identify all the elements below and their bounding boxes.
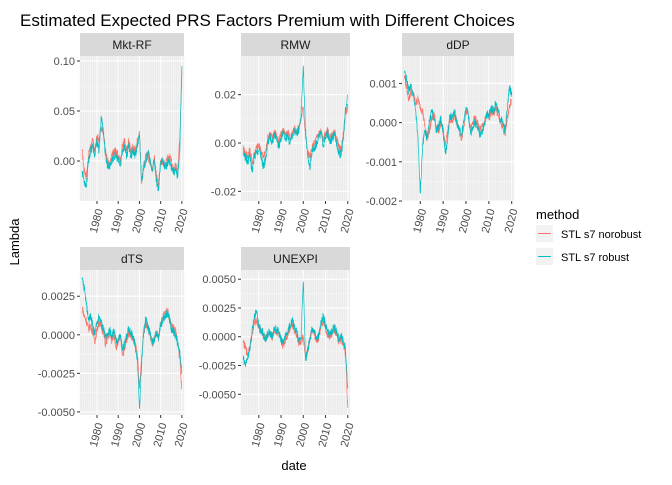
x-tick-label: 2020 <box>173 422 191 449</box>
chart-title: Estimated Expected PRS Factors Premium w… <box>20 11 515 30</box>
x-tick-label: 1990 <box>109 422 127 449</box>
facet-panel: dDP -0.002 -0.001 0.000 0.001 1980 1990 2000 201… <box>366 33 521 234</box>
x-tick-label: 2010 <box>152 422 170 449</box>
y-tick-label: -0.001 <box>366 157 397 169</box>
x-tick-label: 1980 <box>88 422 106 449</box>
y-tick-label: 0.0000 <box>41 330 75 342</box>
series-line-robust <box>81 277 183 409</box>
x-tick-label: 2010 <box>317 422 335 449</box>
y-tick-label: -0.0050 <box>199 389 236 401</box>
y-tick-label: 0.0025 <box>41 291 75 303</box>
y-axis-label: Lambda <box>7 218 22 266</box>
legend-entries: STL s7 norobust STL s7 robust <box>536 225 641 265</box>
x-tick-label: 2020 <box>339 422 357 449</box>
y-tick-label: 0.00 <box>215 138 236 150</box>
x-tick-label: 2000 <box>294 422 312 449</box>
y-tick-label: 0.05 <box>54 106 75 118</box>
legend-label: STL s7 robust <box>561 252 629 264</box>
x-tick-label: 2010 <box>152 208 170 235</box>
x-tick-label: 1990 <box>109 208 127 235</box>
y-tick-label: -0.02 <box>211 186 236 198</box>
facet-panel: Mkt-RF 0.00 0.05 0.10 1980 1990 2000 2010 2020 <box>54 33 191 234</box>
legend: method STL s7 norobust STL s7 robust <box>536 207 641 265</box>
y-tick-label: 0.00 <box>54 156 75 168</box>
series-line-robust <box>81 65 183 192</box>
y-tick-label: 0.0000 <box>202 332 236 344</box>
y-tick-label: 0.10 <box>54 56 75 68</box>
x-tick-label: 2020 <box>173 208 191 235</box>
y-tick-label: 0.0050 <box>202 274 236 286</box>
facet-strip-label: dDP <box>446 38 469 52</box>
x-tick-label: 1980 <box>88 208 106 235</box>
panel-background <box>80 56 184 201</box>
x-tick-label: 1980 <box>411 208 429 235</box>
y-tick-label: -0.0050 <box>38 407 75 419</box>
facet-strip <box>241 247 350 270</box>
panel-background <box>241 270 350 415</box>
y-tick-label: 0.001 <box>369 78 397 90</box>
series-line-robust <box>403 70 513 194</box>
series-line-robust <box>242 65 349 173</box>
facet-strip-label: Mkt-RF <box>112 38 151 52</box>
x-tick-label: 2000 <box>130 208 148 235</box>
x-tick-label: 1980 <box>250 208 268 235</box>
y-tick-label: 0.0025 <box>202 303 236 315</box>
x-tick-label: 2000 <box>130 422 148 449</box>
y-tick-label: -0.002 <box>366 196 397 208</box>
facet-strip <box>80 247 184 270</box>
facet-strip <box>80 33 184 56</box>
facet-strip-label: dTS <box>121 252 143 266</box>
legend-label: STL s7 norobust <box>561 229 641 241</box>
facet-strip <box>402 33 514 56</box>
x-tick-label: 2010 <box>480 208 498 235</box>
legend-title: method <box>536 207 579 222</box>
x-tick-label: 2020 <box>339 208 357 235</box>
facet-strip <box>241 33 350 56</box>
x-tick-label: 1980 <box>250 422 268 449</box>
x-tick-label: 2010 <box>317 208 335 235</box>
y-tick-label: 0.02 <box>215 90 236 102</box>
y-tick-label: -0.0025 <box>38 368 75 380</box>
x-tick-label: 1990 <box>434 208 452 235</box>
facet-panel: UNEXPI -0.0050 -0.0025 0.0000 0.0025 0.0050 19… <box>199 247 357 448</box>
x-tick-label: 1990 <box>272 208 290 235</box>
x-tick-label: 2000 <box>457 208 475 235</box>
facet-panel: dTS -0.0050 -0.0025 0.0000 0.0025 1980 1990 200… <box>38 247 191 448</box>
y-tick-label: -0.0025 <box>199 361 236 373</box>
y-tick-label: 0.000 <box>369 118 397 130</box>
facet-strip-label: UNEXPI <box>273 252 318 266</box>
series-line-robust <box>242 281 349 389</box>
x-tick-label: 2000 <box>294 208 312 235</box>
panel-background <box>80 270 184 415</box>
facet-panel: RMW -0.02 0.00 0.02 1980 1990 2000 2010 2020 <box>211 33 357 234</box>
x-axis-label: date <box>281 458 306 473</box>
x-tick-label: 2020 <box>503 208 521 235</box>
x-tick-label: 1990 <box>272 422 290 449</box>
facet-strip-label: RMW <box>281 38 312 52</box>
